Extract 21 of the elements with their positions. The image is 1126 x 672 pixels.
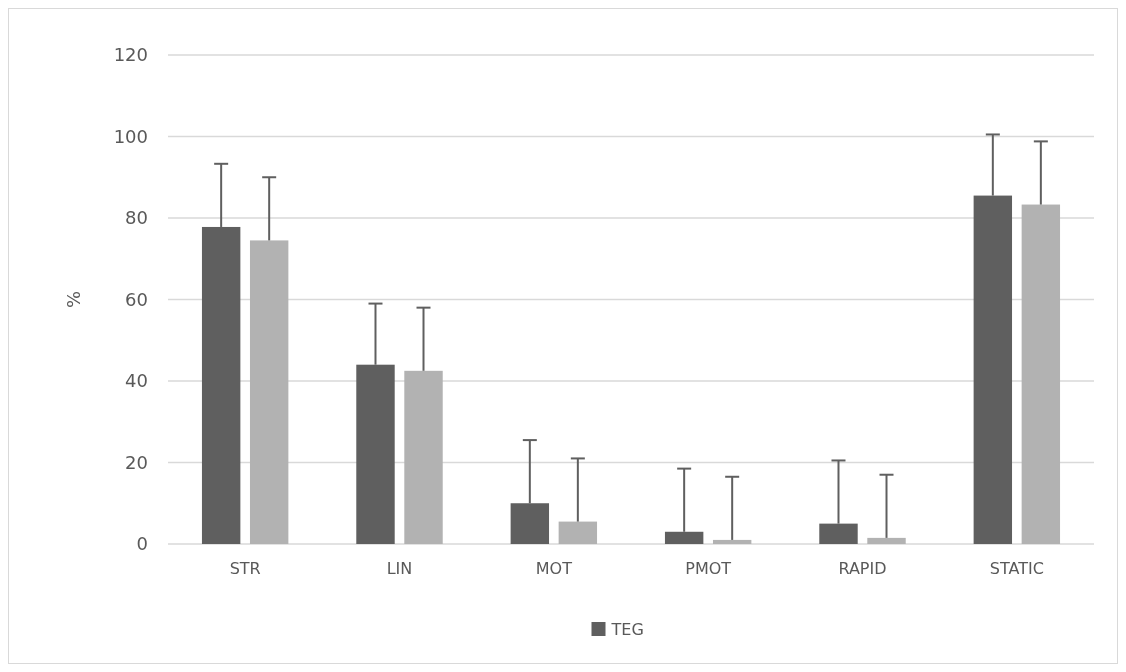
x-tick-label: STATIC [989,559,1044,578]
bar [712,539,752,544]
legend-label: TEG [610,619,644,639]
y-tick-label: 40 [125,370,148,392]
x-tick-label: MOT [535,559,573,578]
y-tick-label: 80 [125,207,148,229]
bar [404,370,443,544]
bar [867,537,906,544]
y-tick-label: 0 [136,533,148,555]
y-tick-label: 100 [113,125,148,147]
x-tick-label: STR [229,559,261,578]
x-tick-label: RAPID [838,559,887,578]
bar [1021,204,1061,544]
y-tick-label: 60 [125,288,148,310]
y-tick-label: 120 [113,44,148,66]
x-tick-label: PMOT [685,559,732,578]
y-tick-label: 20 [125,451,148,473]
y-axis-title: % [63,290,84,309]
bar [249,240,289,544]
x-tick-label: LIN [386,559,413,578]
bar [558,521,598,544]
